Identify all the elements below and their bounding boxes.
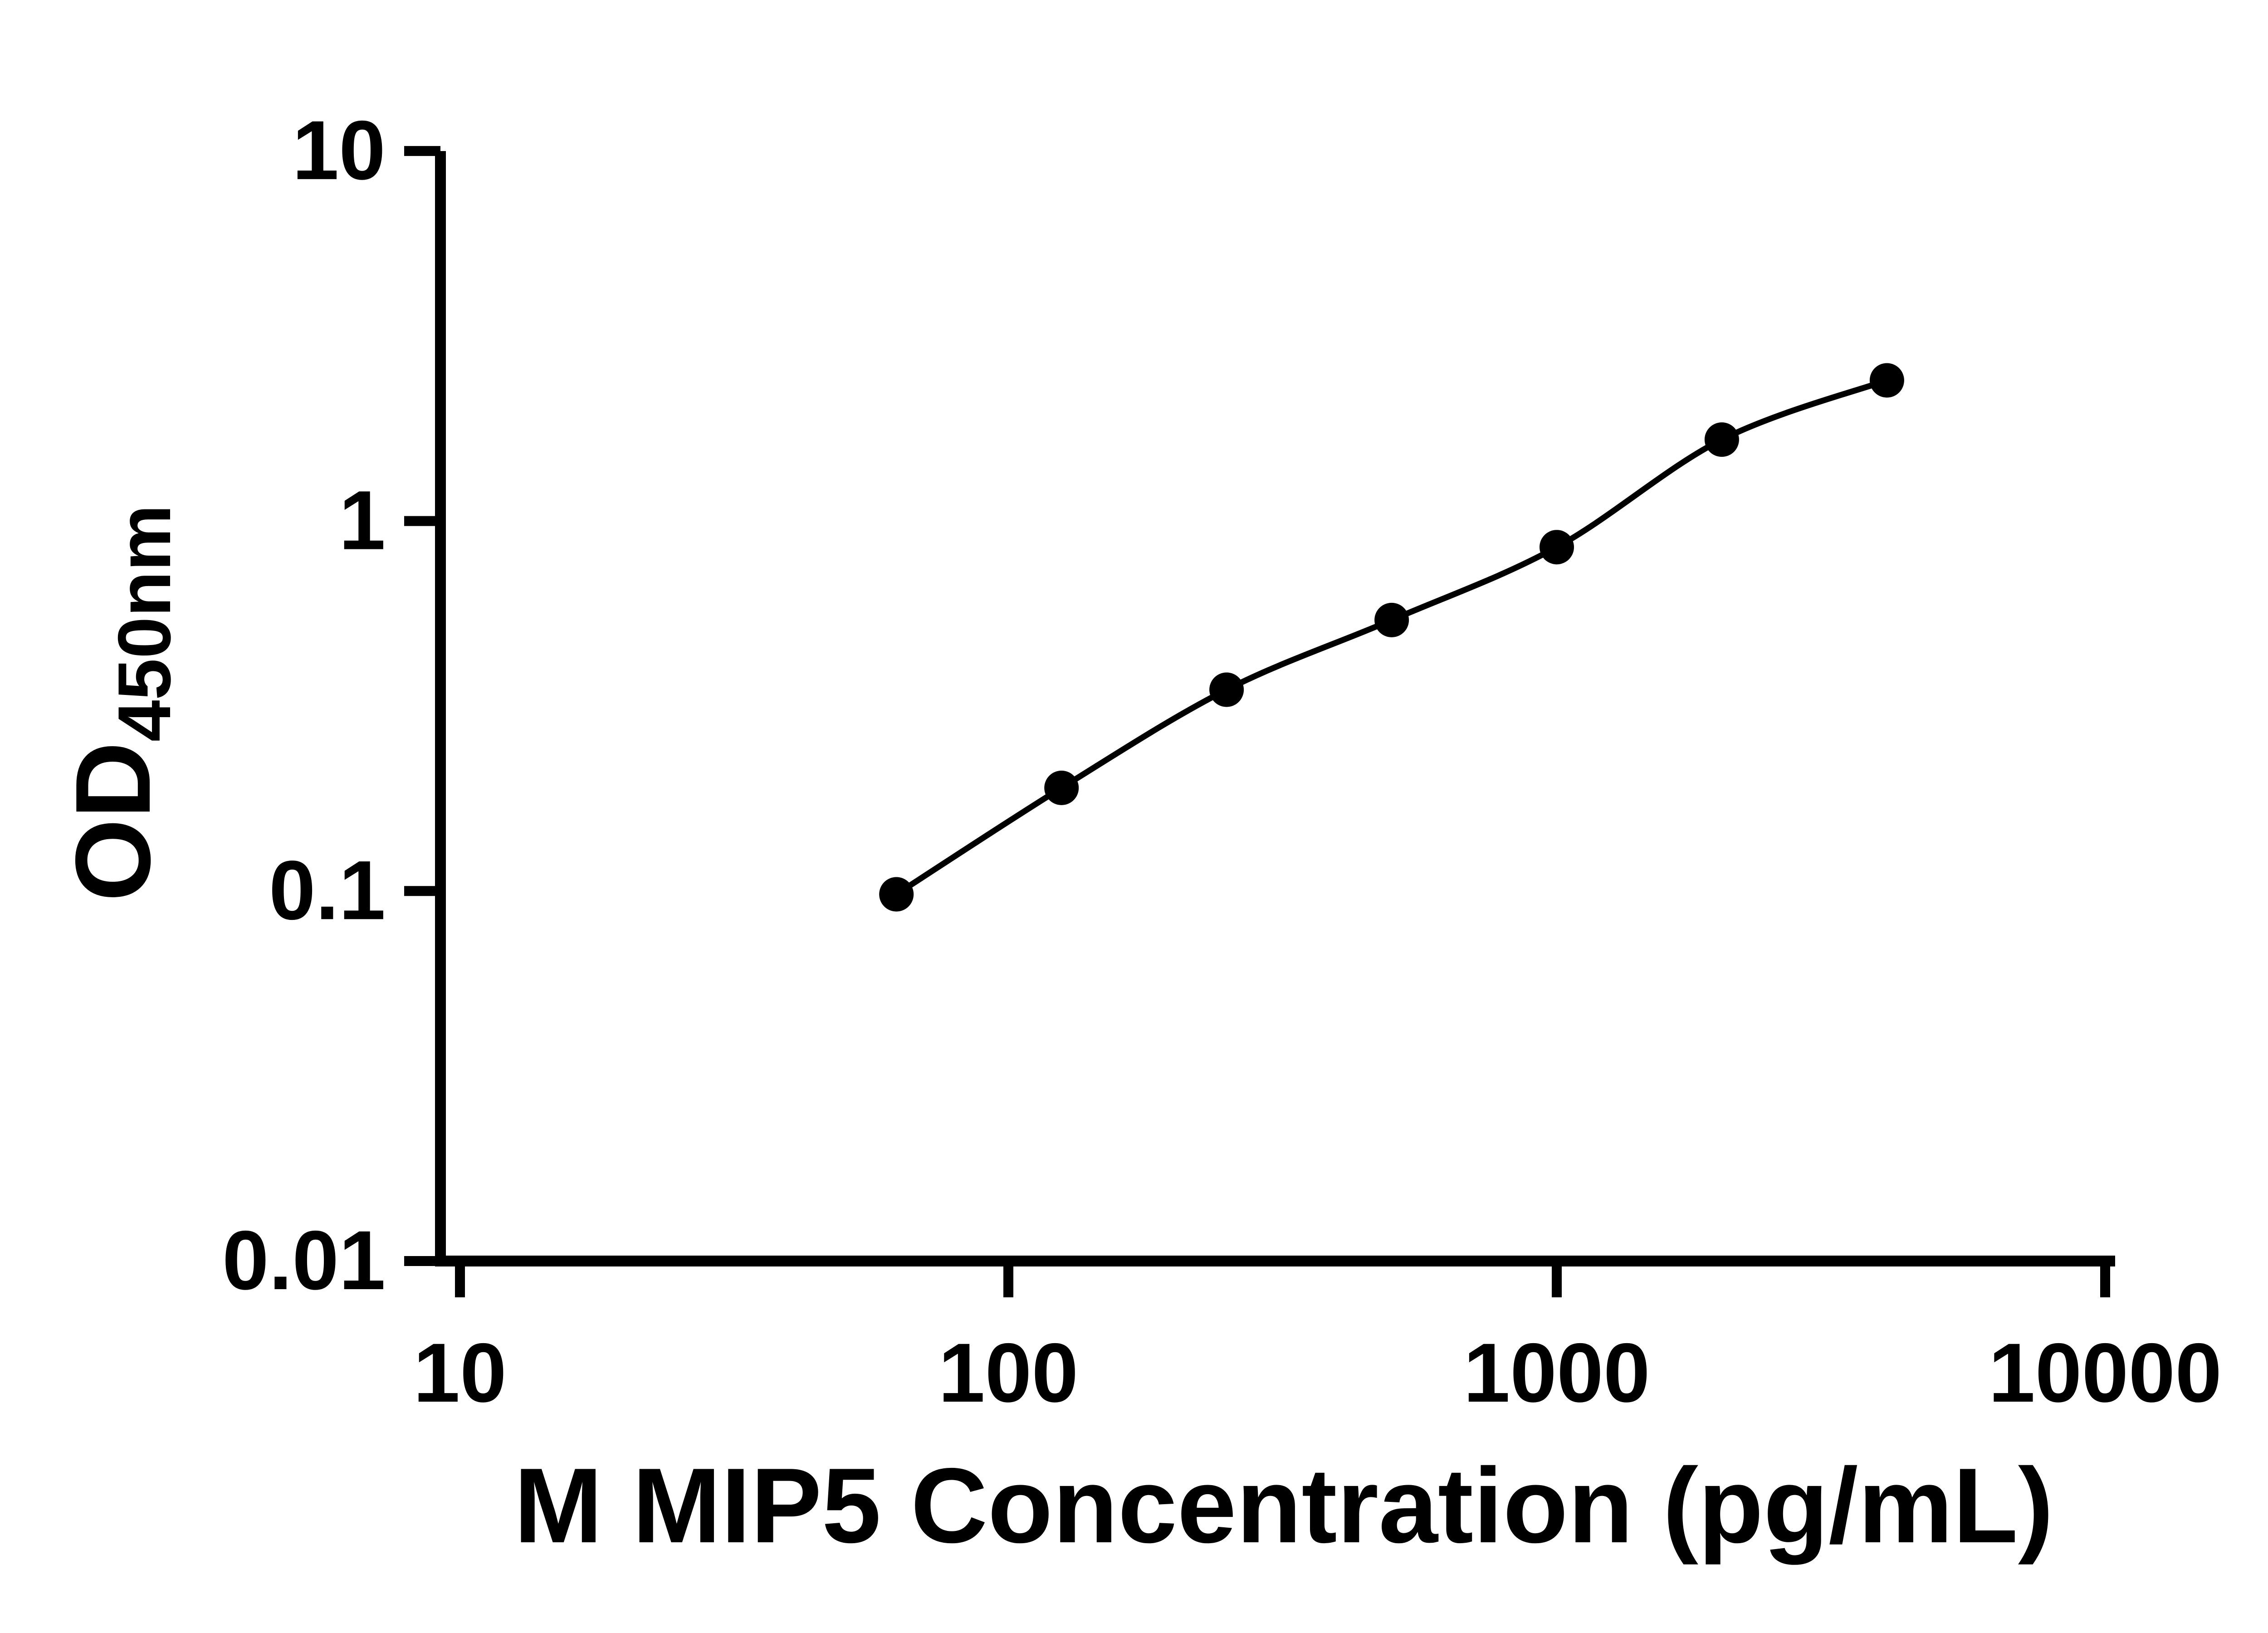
y-axis-title-main: OD (53, 742, 172, 902)
data-point-marker (1374, 602, 1409, 637)
data-point-marker (1540, 530, 1574, 565)
x-axis-tick-labels: 10 100 1000 10000 (413, 1326, 2222, 1420)
y-tick-label: 0.1 (269, 844, 386, 937)
axis-spines (435, 151, 2115, 1266)
data-point-marker (1704, 422, 1739, 457)
data-point-marker (1209, 672, 1244, 707)
y-axis-tick-labels: 0.01 0.1 1 10 (222, 104, 386, 1307)
data-points (879, 363, 1904, 912)
data-point-marker (1044, 770, 1079, 805)
y-tick-label: 0.01 (222, 1214, 386, 1307)
data-point-marker (1869, 363, 1904, 398)
y-tick-label: 10 (292, 104, 386, 197)
x-tick-label: 10 (413, 1326, 507, 1420)
y-axis-title: OD450nm (53, 504, 186, 901)
x-tick-label: 1000 (1463, 1326, 1650, 1420)
x-tick-label: 10000 (1989, 1326, 2222, 1420)
data-point-marker (879, 877, 914, 912)
y-tick-label: 1 (339, 474, 386, 567)
x-tick-label: 100 (938, 1326, 1079, 1420)
x-axis-title: M MIP5 Concentration (pg/mL) (514, 1446, 2053, 1565)
x-axis-ticks (455, 1261, 2110, 1297)
y-axis-title-subscript: 450nm (103, 504, 186, 742)
standard-curve-line (894, 377, 1888, 897)
y-axis-ticks (404, 146, 440, 1266)
